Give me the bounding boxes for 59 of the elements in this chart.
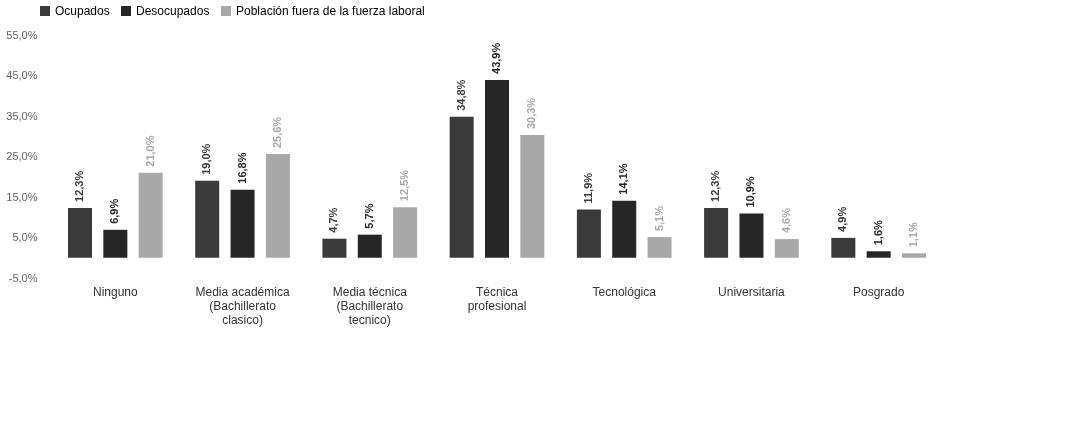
bar [485,79,509,258]
bar [774,239,799,258]
data-label: 25,6% [270,116,283,149]
bar [576,209,601,258]
y-tick-label: 55,0% [6,28,38,41]
x-tick-label: Ninguno [92,284,139,299]
x-tick-label: Media académica (Bachillerato clasico) [195,284,290,327]
data-label: 11,9% [581,172,594,204]
bar [265,154,290,258]
data-label: 4,9% [836,206,849,232]
data-label: 12,5% [398,169,411,202]
y-tick-label: -5,0% [8,271,38,284]
data-label: 4,7% [327,207,340,233]
bar [322,238,347,258]
data-label: 10,9% [744,176,757,208]
bar [357,234,382,258]
bar [866,251,891,258]
bar [67,207,92,258]
data-label: 34,8% [454,79,467,111]
data-label: 5,1% [652,205,665,232]
data-label: 6,9% [108,198,121,224]
data-label: 1,1% [907,222,920,248]
data-label: 5,7% [362,203,375,229]
legend-label: Población fuera de la fuerza laboral [236,4,425,18]
x-tick-label: Posgrado [852,284,905,299]
y-tick-label: 25,0% [6,150,38,162]
bar [704,207,729,258]
y-tick-label: 45,0% [6,69,38,81]
data-label: 14,1% [617,163,630,195]
data-label: 12,3% [72,170,85,202]
data-label: 30,3% [525,97,538,130]
data-label: 4,6% [779,207,792,234]
x-tick-label: Media técnica (Bachillerato tecnico) [332,284,408,327]
x-tick-label: Tecnológica [592,284,657,299]
legend-label: Ocupados [55,4,110,18]
bar [138,172,163,258]
data-label: 12,3% [709,170,722,202]
bar [449,116,474,258]
bar [195,180,220,258]
data-label: 21,0% [143,135,156,167]
y-tick-label: 5,0% [12,231,38,243]
data-label: 43,9% [490,42,502,74]
x-tick-label: Universitaria [718,284,786,299]
bar [612,200,637,258]
bar [831,237,856,258]
y-tick-label: 15,0% [6,190,38,203]
x-tick-label: Técnica profesional [467,284,527,313]
bar [103,229,128,258]
bar [393,207,418,258]
bar [647,237,672,258]
bar [739,213,764,258]
data-label: 16,8% [235,152,248,184]
y-tick-label: 35,0% [6,109,38,122]
bar [520,135,545,258]
legend-label: Desocupados [136,4,210,18]
bar [230,189,255,258]
data-label: 1,6% [871,219,884,246]
data-label: 19,0% [200,143,213,175]
bar [902,253,927,258]
